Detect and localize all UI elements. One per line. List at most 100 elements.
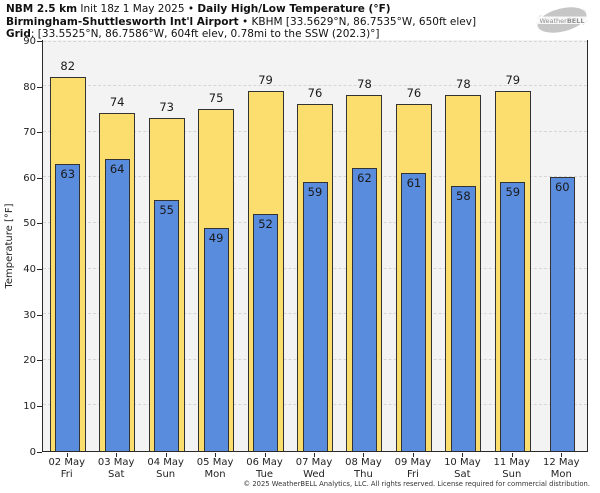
weekday-label: Tue [255,468,274,480]
weekday-label: Fri [60,468,73,480]
x-tick-mark [215,453,217,457]
chart-title-block: NBM 2.5 km Init 18z 1 May 2025 • Daily H… [6,3,476,41]
weekday-label: Sat [107,468,125,480]
y-tick-label: 20 [23,355,36,367]
copyright-note: © 2025 WeatherBELL Analytics, LLC. All r… [243,480,590,488]
plot-area: 82 63 74 64 73 55 75 49 79 52 76 59 78 62 76 61 78 58 79 59… [42,40,588,452]
y-tick-label: 10 [23,400,36,412]
high-value-label: 78 [456,77,471,92]
weekday-label: Wed [303,468,325,480]
x-tick-mark [314,453,315,457]
grid-label: Grid [6,28,31,40]
x-tick-mark [116,453,118,457]
low-value-label: 60 [554,180,570,195]
weekday-label: Fri [406,468,419,480]
low-bar [55,163,81,451]
logo-text-band [538,16,586,24]
x-tick-mark [264,453,266,457]
x-axis-label: 04 May Sun [141,457,190,480]
x-axis-label: 02 May Fri [42,457,91,480]
high-value-label: 79 [258,72,273,87]
high-value-label: 76 [307,86,323,101]
weekday-label: Thu [354,468,373,480]
x-axis-label: 05 May Mon [190,457,239,480]
model-name: NBM 2.5 km [6,3,78,15]
date-label: 07 May [295,457,333,468]
weekday-label: Sun [156,468,176,480]
high-value-label: 79 [505,72,521,87]
low-bar [450,186,476,451]
station-name: Birmingham-Shuttlesworth Int'l Airport [6,15,239,28]
low-value-label: 62 [357,171,372,186]
date-label: 11 May [493,457,531,468]
high-value-label: 75 [208,90,224,105]
y-tick-label: 70 [23,127,36,139]
low-value-label: 63 [60,166,76,181]
weatherbell-logo: WeatherBELL [536,7,588,33]
low-bar [500,181,526,451]
x-tick-mark [363,453,365,457]
date-label: 09 May [394,457,432,468]
high-value-label: 74 [109,95,125,110]
low-bar [549,177,575,451]
title-line-1: NBM 2.5 km Init 18z 1 May 2025 • Daily H… [6,3,476,16]
gridline [43,85,587,87]
y-tick-label: 30 [23,309,36,321]
low-value-label: 52 [258,216,273,231]
date-label: 05 May [196,457,234,468]
date-label: 03 May [97,457,135,468]
product-name: Daily High/Low Temperature (°F) [197,3,391,15]
high-value-label: 73 [159,100,174,115]
x-tick-mark [165,453,167,457]
date-label: 10 May [444,457,481,468]
y-tick-label: 0 [29,446,36,458]
date-label: 06 May [246,457,283,468]
low-bar [253,213,279,451]
low-bar [104,159,130,451]
low-bar [203,227,229,451]
date-label: 12 May [542,457,580,468]
x-axis-label: 07 May Wed [289,457,338,480]
low-bar [302,181,328,451]
x-tick-mark [511,453,513,457]
y-tick-label: 60 [23,172,36,184]
date-label: 02 May [48,457,86,468]
x-axis-label: 12 May Mon [537,457,586,480]
title-line-2: Birmingham-Shuttlesworth Int'l Airport •… [6,16,476,29]
x-axis-label: 09 May Fri [388,457,437,480]
low-value-label: 49 [208,230,224,245]
x-axis-label: 10 May Sat [438,457,487,480]
y-tick-label: 80 [23,81,36,93]
weekday-label: Mon [550,468,572,480]
low-bar [154,200,180,451]
low-value-label: 59 [307,184,323,199]
low-bar [351,168,377,451]
high-value-label: 76 [406,86,422,101]
logo-text: WeatherBELL [539,17,584,25]
high-value-label: 82 [60,59,76,73]
low-value-label: 64 [109,162,125,177]
x-axis-label: 11 May Sun [487,457,536,480]
grid-coords: : [33.5525°N, 86.7586°W, 604ft elev, 0.7… [30,28,380,40]
date-label: 08 May [345,457,382,468]
gridline [43,40,587,42]
low-value-label: 59 [505,184,521,199]
x-axis-label: 08 May Thu [339,457,388,480]
x-tick-mark [412,453,414,457]
low-value-label: 58 [456,189,471,204]
station-coords: • KBHM [33.5629°N, 86.7535°W, 650ft elev… [238,15,477,28]
low-value-label: 61 [406,175,422,190]
x-axis: 02 May Fri 03 May Sat 04 May Sun 05 May Mon 06 M… [42,452,588,482]
weekday-label: Mon [204,468,226,480]
weekday-label: Sun [502,468,522,480]
low-value-label: 55 [159,203,174,218]
high-value-label: 78 [357,77,372,92]
y-axis-title: Temperature [°F] [4,203,15,289]
date-label: 04 May [147,457,184,468]
x-axis-label: 03 May Sat [91,457,140,480]
x-tick-mark [561,453,563,457]
title-line-3: Grid: [33.5525°N, 86.7586°W, 604ft elev,… [6,28,476,41]
init-time: Init 18z 1 May 2025 • [77,3,198,15]
x-tick-mark [462,453,464,457]
